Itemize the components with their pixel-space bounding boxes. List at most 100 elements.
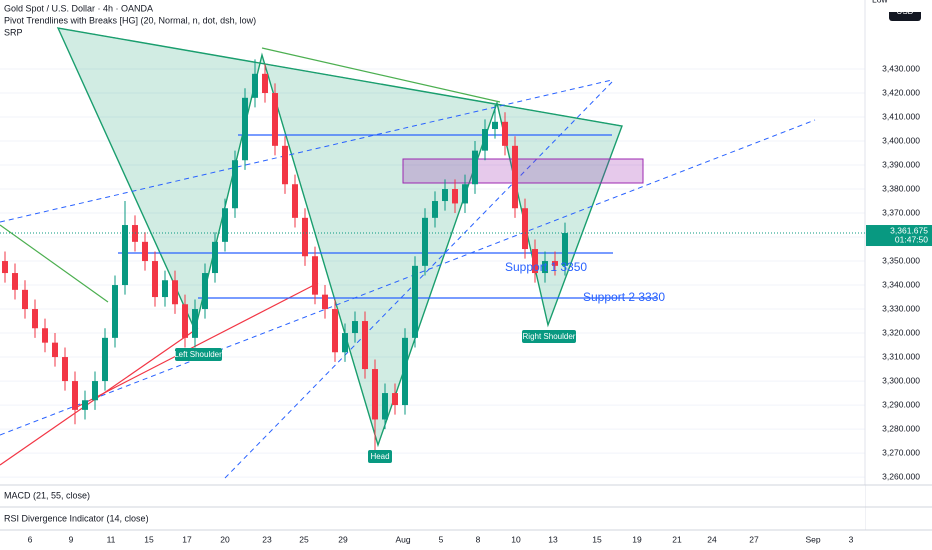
candle-body — [152, 261, 158, 298]
candle-body — [552, 261, 558, 266]
candle-body — [102, 337, 108, 382]
last-price-badge — [866, 225, 932, 247]
x-tick-label: 13 — [548, 534, 558, 544]
candle-body — [162, 280, 168, 298]
candle-body — [112, 285, 118, 338]
y-tick-label: 3,280.000 — [882, 423, 920, 433]
candle-body — [302, 217, 308, 257]
y-tick-label: 3,320.000 — [882, 327, 920, 337]
candle-body — [562, 233, 568, 266]
x-tick-label: 5 — [439, 534, 444, 544]
x-tick-label: Sep — [805, 534, 820, 544]
candle-body — [492, 121, 498, 130]
y-tick-label: 3,350.000 — [882, 255, 920, 265]
candle-body — [12, 273, 18, 290]
candle-body — [362, 321, 368, 370]
candle-body — [212, 241, 218, 274]
candle-body — [292, 184, 298, 218]
candle-body — [52, 342, 58, 358]
candle-body — [232, 160, 238, 209]
annotation: Support 2 3330 — [583, 290, 665, 304]
y-tick-label: 3,310.000 — [882, 351, 920, 361]
x-tick-label: 21 — [672, 534, 682, 544]
candle-body — [172, 280, 178, 305]
candle-body — [532, 249, 538, 274]
candle-body — [422, 217, 428, 266]
candle-body — [502, 121, 508, 146]
y-tick-label: 3,300.000 — [882, 375, 920, 385]
dashed-trendline — [0, 119, 816, 436]
candle-body — [342, 333, 348, 353]
x-tick-label: 23 — [262, 534, 272, 544]
x-tick-label: 10 — [511, 534, 521, 544]
candle-body — [82, 400, 88, 410]
candle-body — [322, 294, 328, 310]
y-tick-label: 3,270.000 — [882, 447, 920, 457]
candle-body — [2, 261, 8, 274]
x-tick-label: 3 — [849, 534, 854, 544]
indicator-legend: Pivot Trendlines with Breaks [HG] (20, N… — [4, 15, 256, 25]
y-tick-label: 3,380.000 — [882, 183, 920, 193]
candle-body — [262, 73, 268, 94]
candle-body — [252, 73, 258, 98]
candle-body — [22, 289, 28, 310]
candle-body — [522, 208, 528, 250]
candle-body — [542, 261, 548, 274]
x-axis: 6 9 11 15 17 20 23 25 29 Aug 5 8 10 13 15 19 21 24 27 Sep 3 — [28, 534, 854, 544]
x-tick-label: 27 — [749, 534, 759, 544]
x-tick-label: 15 — [144, 534, 154, 544]
y-tick-label: 3,340.000 — [882, 279, 920, 289]
zone-box — [402, 158, 644, 184]
candle-body — [72, 381, 78, 410]
x-tick-label: 15 — [592, 534, 602, 544]
candle-body — [402, 337, 408, 406]
candle-body — [482, 129, 488, 151]
label-badge — [368, 450, 392, 463]
trendline — [0, 327, 199, 466]
candle-body — [282, 145, 288, 185]
x-tick-label: 9 — [69, 534, 74, 544]
annotation: Left Shoulder — [174, 350, 222, 359]
annotation: Support 1 3350 — [505, 260, 587, 274]
candle-body — [392, 393, 398, 406]
candle-body — [182, 304, 188, 338]
dashed-trendline — [0, 79, 613, 223]
y-tick-label: 3,260.000 — [882, 471, 920, 481]
y-tick-label: 3,430.000 — [882, 63, 920, 73]
annotation: Right Shoulder — [523, 332, 576, 341]
y-tick-label: 3,410.000 — [882, 111, 920, 121]
candle-body — [452, 189, 458, 204]
x-tick-label: Aug — [395, 534, 410, 544]
candle-body — [92, 381, 98, 401]
candle-body — [512, 145, 518, 209]
candle-body — [242, 97, 248, 161]
pattern-top-line — [57, 27, 623, 127]
candle-body — [42, 328, 48, 343]
x-tick-label: 17 — [182, 534, 192, 544]
y-tick-label: 3,370.000 — [882, 207, 920, 217]
x-tick-label: 6 — [28, 534, 33, 544]
candle-body — [442, 189, 448, 202]
candle-body — [122, 225, 128, 286]
candle-body — [472, 150, 478, 185]
candle-body — [352, 321, 358, 334]
candle-body — [462, 184, 468, 204]
annotation: Head — [370, 452, 389, 461]
y-tick-label: 3,330.000 — [882, 303, 920, 313]
candle-body — [332, 309, 338, 353]
x-tick-label: 11 — [107, 534, 116, 544]
dashed-trendline — [224, 81, 613, 479]
y-tick-label: 3,400.000 — [882, 135, 920, 145]
candle-body — [412, 265, 418, 338]
candle-body — [382, 393, 388, 420]
grid — [0, 68, 865, 478]
trendline — [261, 47, 501, 103]
candle-body — [142, 241, 148, 262]
indicator-legend: SRP — [4, 27, 23, 37]
pane-title: MACD (21, 55, close) — [4, 490, 90, 500]
x-tick-label: 29 — [338, 534, 348, 544]
candle-body — [372, 369, 378, 420]
chart-title: Gold Spot / U.S. Dollar · 4h · OANDA — [4, 3, 153, 13]
label-badge — [175, 348, 222, 361]
